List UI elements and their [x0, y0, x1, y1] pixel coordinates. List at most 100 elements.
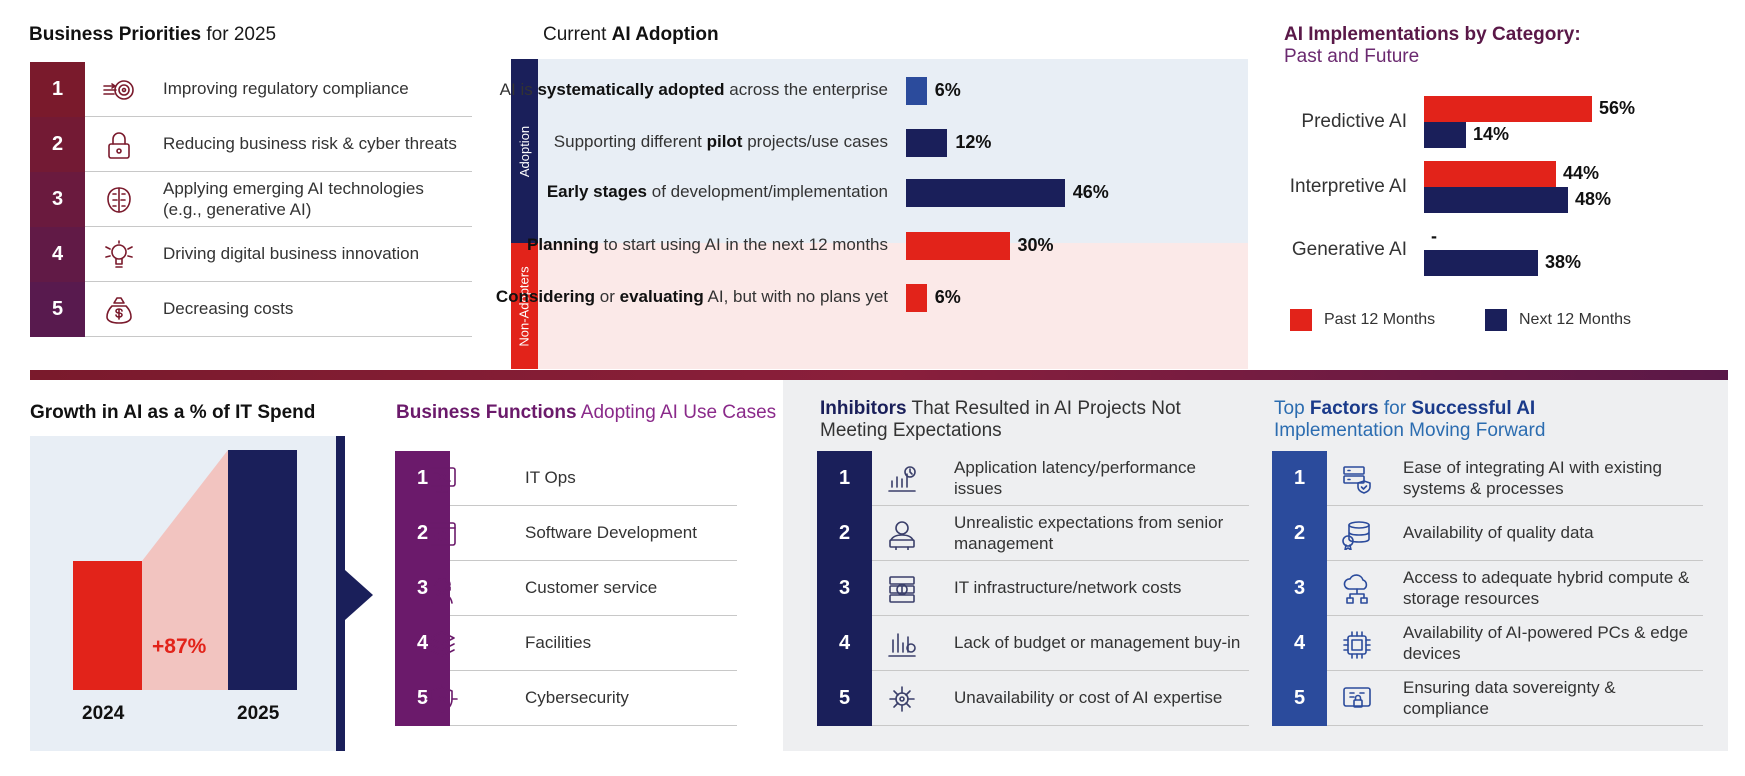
fac-label: Availability of AI-powered PCs & edge de…: [1403, 623, 1689, 663]
next-value-label: 14%: [1473, 124, 1510, 144]
inh-number: 5: [817, 671, 872, 726]
adoption-bar: [906, 77, 927, 105]
server-cost-icon: [885, 573, 919, 605]
monitor-icon: [425, 463, 459, 495]
adoption-value-label: 6%: [934, 80, 961, 100]
label-part: pilot: [706, 132, 743, 151]
growth-wedge: [142, 450, 228, 690]
fac-row-5: 5 Ensuring data sovereignty & compliance: [1272, 671, 1703, 726]
inh-row-3: 3 IT infrastructure/network costs: [817, 561, 1249, 616]
compliance-target-icon: [102, 74, 136, 106]
bar-2024: [73, 561, 142, 690]
fn-label: IT Ops: [525, 468, 576, 488]
layers-gear-icon: [425, 628, 459, 660]
growth-title: Growth in AI as a % of IT Spend: [30, 402, 316, 423]
legend-past: Past 12 Months: [1290, 309, 1435, 331]
adoption-tab-label: Adoption: [517, 125, 533, 177]
fac-number: 1: [1272, 451, 1327, 506]
ai-chip-icon: [1340, 628, 1374, 660]
inh-label: IT infrastructure/network costs: [954, 578, 1182, 598]
label-part: Considering: [495, 287, 596, 306]
category-title: AI Implementations by Category: Past and…: [1284, 24, 1581, 69]
growth-percent-label: +87%: [152, 635, 207, 658]
past-value-label: 44%: [1563, 163, 1600, 183]
label-part: of development/implementation: [647, 182, 888, 201]
label-part: systematically adopted: [537, 80, 725, 99]
factors-title: Top Factors for Successful AI Implementa…: [1274, 398, 1545, 442]
label-part: to start using AI in the next 12 months: [598, 235, 888, 254]
fn-number: 1: [395, 451, 450, 506]
past-bar: [1424, 96, 1592, 122]
non-adopters-side-tab: Non-Adopters: [511, 243, 538, 369]
non-adopters-panel-bg: [538, 243, 1248, 369]
label-part: evaluating: [619, 287, 704, 306]
server-shield-icon: [1340, 463, 1374, 495]
functions-list: 1 IT Ops 2 Software Development 3 Customer…: [395, 451, 737, 726]
bp-row-1: 1 Improving regulatory compliance: [30, 62, 472, 117]
past-bar: [1424, 161, 1556, 187]
adoption-bar: [906, 129, 948, 157]
section-divider: [30, 370, 1728, 380]
fac-number: 4: [1272, 616, 1327, 671]
label-part: AI is: [499, 80, 538, 99]
lock-shield-icon: [102, 129, 136, 161]
growth-chart-svg: [73, 450, 297, 690]
fn-number: 5: [395, 671, 450, 726]
fac-number: 2: [1272, 506, 1327, 561]
next-value-label: 38%: [1545, 252, 1582, 272]
legend-next: Next 12 Months: [1485, 309, 1631, 331]
fn-row-5: 5 Cybersecurity: [395, 671, 737, 726]
ai-brain-icon: [102, 184, 136, 216]
adoption-bar-chart: AI is systematically adopted across the …: [496, 59, 1248, 369]
year-2025-label: 2025: [237, 703, 280, 724]
bp-label: Driving digital business innovation: [163, 244, 420, 264]
growth-panel: +87% 2024 2025: [30, 436, 336, 751]
inh-row-5: 5 Unavailability or cost of AI expertise: [817, 671, 1249, 726]
bp-row-2: 2 Reducing business risk & cyber threats: [30, 117, 472, 172]
fn-label: Cybersecurity: [525, 688, 629, 708]
inh-number: 3: [817, 561, 872, 616]
adoption-value-label: 30%: [1017, 235, 1054, 255]
next-bar: [1424, 122, 1466, 148]
legend-past-label: Past 12 Months: [1324, 311, 1436, 328]
next-bar: [1424, 187, 1568, 213]
fac-number: 3: [1272, 561, 1327, 616]
label-part: Planning: [527, 235, 599, 254]
inh-label: Application latency/performance issues: [954, 458, 1196, 498]
adoption-category-label: Planning to start using AI in the next 1…: [527, 235, 888, 255]
inh-row-4: 4 Lack of budget or management buy-in: [817, 616, 1249, 671]
adoption-category-label: Early stages of development/implementati…: [547, 182, 888, 202]
title-strong: AI Adoption: [611, 24, 719, 45]
category-name: Interpretive AI: [1289, 176, 1407, 197]
bp-label: Reducing business risk & cyber threats: [163, 134, 457, 154]
fn-label: Facilities: [525, 633, 592, 653]
bp-row-5: 5 Decreasing costs: [30, 282, 472, 337]
fn-label: Software Development: [525, 523, 697, 543]
title-strong: Inhibitors: [820, 398, 907, 419]
bp-row-4: 4 Driving digital business innovation: [30, 227, 472, 282]
adoption-value-label: 46%: [1072, 182, 1109, 202]
label-part: Supporting different: [553, 132, 707, 151]
bp-label: Decreasing costs: [163, 299, 294, 319]
bp-label: Improving regulatory compliance: [163, 79, 409, 99]
bp-number: 3: [30, 172, 85, 227]
budget-chart-icon: [885, 628, 919, 660]
inh-row-1: 1 Application latency/performance issues: [817, 451, 1249, 506]
adoption-panel-bg: [538, 59, 1248, 243]
fac-label: Ensuring data sovereignty & compliance: [1403, 678, 1616, 718]
inh-label: Unrealistic expectations from senior man…: [954, 513, 1224, 553]
bp-number: 2: [30, 117, 85, 172]
inh-number: 2: [817, 506, 872, 561]
data-lock-icon: [1340, 683, 1374, 715]
fac-label: Access to adequate hybrid compute & stor…: [1403, 568, 1690, 608]
category-name: Generative AI: [1291, 239, 1407, 260]
business-priorities-list: 1 Improving regulatory compliance 2 Reduc…: [30, 62, 472, 337]
functions-title: Business Functions Adopting AI Use Cases: [396, 402, 776, 424]
adoption-value-label: 6%: [934, 287, 961, 307]
fac-row-3: 3 Access to adequate hybrid compute & st…: [1272, 561, 1703, 616]
past-value-label: -: [1431, 226, 1437, 246]
category-bar-chart: Predictive AI 56% 14% Interpretive AI 44% 48%…: [1260, 90, 1730, 290]
fn-number: 3: [395, 561, 450, 616]
label-part: across the enterprise: [724, 80, 888, 99]
inh-number: 4: [817, 616, 872, 671]
